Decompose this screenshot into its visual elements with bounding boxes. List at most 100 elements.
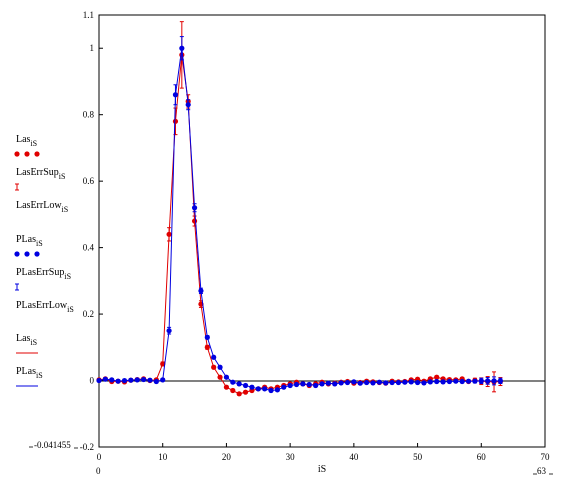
data-point	[319, 381, 325, 387]
data-point	[236, 391, 242, 397]
data-point	[281, 384, 287, 390]
y-tick-label: 0.4	[83, 243, 95, 253]
data-point	[459, 378, 465, 385]
data-point	[364, 379, 370, 386]
legend-dot-glyph	[24, 251, 30, 257]
legend-label: LasErrLowiS	[16, 200, 68, 214]
data-point	[217, 374, 223, 380]
legend-dot-glyph	[34, 151, 40, 157]
data-point	[421, 380, 427, 386]
data-point	[465, 378, 472, 384]
legend-label: PLasErrLowiS	[16, 300, 74, 314]
data-point	[338, 380, 344, 386]
data-point	[300, 381, 306, 387]
data-point	[211, 354, 217, 360]
x-tick-label: 40	[349, 452, 359, 462]
y-range-low-label: -0.041455	[34, 440, 71, 450]
legend: LasiS LasErrSupiS LasErrLowiS PLasiS PLasErr…	[14, 134, 74, 387]
data-point	[160, 377, 166, 383]
data-point	[172, 92, 179, 98]
data-point	[313, 382, 319, 389]
data-point	[370, 380, 376, 386]
data-point	[306, 381, 312, 388]
data-point	[204, 334, 210, 340]
data-point	[427, 379, 433, 385]
x-tick-label: 60	[477, 452, 487, 462]
data-point	[453, 378, 459, 384]
x-tick-label: 30	[286, 452, 296, 462]
data-point	[128, 377, 134, 383]
data-point	[134, 377, 140, 383]
y-tick-label: -0.2	[80, 442, 94, 452]
series-plas	[96, 36, 503, 394]
data-point	[268, 387, 274, 394]
data-point	[185, 102, 191, 108]
data-point	[414, 379, 421, 386]
x-axis-title: iS	[318, 464, 326, 475]
data-point	[211, 364, 217, 370]
legend-dot-glyph	[34, 251, 40, 257]
data-point	[287, 382, 293, 389]
data-point	[147, 377, 153, 383]
plot-area	[98, 14, 546, 448]
legend-label: PLasiS	[16, 366, 43, 380]
data-point	[351, 379, 357, 385]
data-point	[166, 328, 172, 334]
data-point	[497, 378, 503, 384]
data-point	[249, 384, 255, 390]
legend-label: LasiS	[16, 134, 37, 148]
y-tick-label: 1	[90, 43, 95, 53]
data-point	[255, 386, 261, 392]
data-point	[383, 380, 389, 386]
legend-label: LasiS	[16, 333, 37, 347]
x-range-low-label: 0	[96, 466, 101, 476]
data-point	[293, 381, 300, 388]
data-point	[217, 364, 223, 370]
data-point	[408, 379, 414, 385]
x-tick-label: 10	[158, 452, 168, 462]
data-point	[242, 389, 249, 395]
data-point	[332, 381, 338, 387]
data-point	[191, 218, 198, 224]
x-tick-label: 0	[97, 452, 102, 462]
data-point	[472, 378, 478, 384]
data-point	[141, 376, 147, 383]
data-point	[109, 377, 115, 383]
y-tick-label: 0.8	[83, 110, 95, 120]
data-point	[236, 381, 242, 387]
series-layer	[96, 21, 503, 397]
data-point	[402, 379, 408, 385]
data-point	[434, 374, 440, 380]
data-point	[115, 378, 121, 384]
data-point	[96, 377, 102, 384]
data-point	[166, 231, 172, 237]
data-point	[395, 379, 402, 386]
x-tick-label: 50	[413, 452, 423, 462]
data-point	[446, 378, 453, 385]
y-axis: -0.2 0 0.2 0.4 0.6 0.8 1 1.1	[80, 10, 103, 452]
legend-label: PLasiS	[16, 234, 43, 248]
data-point	[230, 379, 236, 385]
data-point	[262, 386, 268, 392]
series-line	[98, 54, 501, 395]
data-point	[389, 379, 395, 386]
data-point	[121, 377, 128, 384]
data-point	[153, 378, 159, 385]
data-point	[440, 379, 446, 385]
data-point	[242, 382, 249, 389]
series-line	[98, 48, 501, 392]
data-point	[191, 205, 198, 211]
data-point	[223, 384, 230, 390]
data-point	[478, 378, 484, 384]
data-point	[223, 374, 230, 380]
data-point	[491, 378, 497, 384]
y-tick-label: 0	[90, 376, 95, 386]
x-range-high-label: 63	[537, 466, 547, 476]
data-point	[376, 379, 382, 385]
data-point	[198, 288, 204, 294]
y-tick-label: 0.6	[83, 176, 95, 186]
data-point	[434, 378, 440, 385]
data-point	[344, 379, 351, 386]
data-point	[172, 118, 179, 124]
